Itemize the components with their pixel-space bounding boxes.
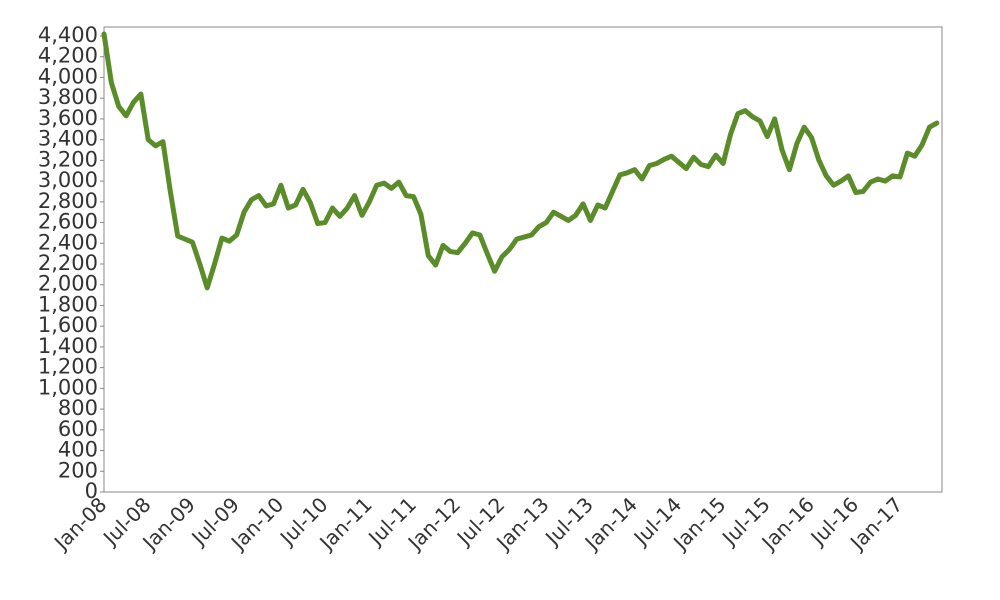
y-tick-label: 200 <box>58 458 98 482</box>
y-tick-label: 3,400 <box>38 127 98 151</box>
y-tick-label: 2,600 <box>38 210 98 234</box>
y-tick-label: 4,400 <box>38 23 98 47</box>
y-tick-label: 400 <box>58 438 98 462</box>
y-tick-label: 1,000 <box>38 375 98 399</box>
y-tick-label: 3,600 <box>38 106 98 130</box>
data-line <box>101 31 940 291</box>
y-tick-label: 1,600 <box>38 313 98 337</box>
y-tick-label: 2,400 <box>38 230 98 254</box>
y-tick-label: 4,200 <box>38 44 98 68</box>
y-tick-label: 2,200 <box>38 251 98 275</box>
y-tick-label: 600 <box>58 417 98 441</box>
y-tick-label: 0 <box>85 479 98 503</box>
y-tick-label: 1,800 <box>38 292 98 316</box>
y-tick-label: 800 <box>58 396 98 420</box>
y-tick-label: 3,000 <box>38 168 98 192</box>
y-tick-label: 1,400 <box>38 334 98 358</box>
y-tick-label: 3,200 <box>38 147 98 171</box>
y-tick-label: 1,200 <box>38 355 98 379</box>
y-tick-label: 2,800 <box>38 189 98 213</box>
plot-frame <box>103 26 943 493</box>
y-tick-label: 2,000 <box>38 272 98 296</box>
y-tick-label: 3,800 <box>38 85 98 109</box>
y-tick-label: 4,000 <box>38 64 98 88</box>
x-tick-label: Jan-08 <box>48 492 111 555</box>
